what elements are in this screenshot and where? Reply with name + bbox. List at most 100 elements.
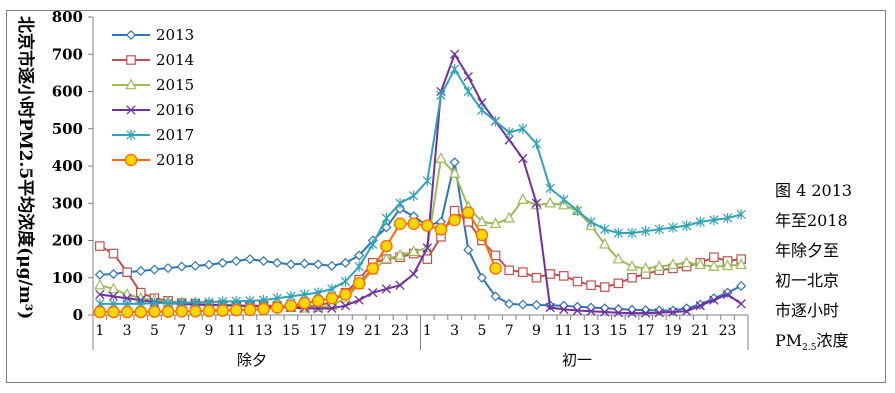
point-2017 [722,212,733,224]
x-tick-label: 1 [423,323,432,339]
point-2013 [149,264,160,275]
point-2013 [463,244,474,255]
x-tick-label: 5 [477,323,486,339]
x-tick-label: 17 [309,323,327,339]
point-2016 [586,306,596,316]
point-2013 [190,260,201,271]
point-2014 [122,267,132,277]
figure-caption: 图 4 2013 年至2018 年除夕至 初一北京 市逐小时 PM2.5浓度 [775,181,852,353]
point-2015 [94,278,106,290]
caption-line-4: 初一北京 [775,271,839,290]
point-2014 [572,276,583,287]
point-2015 [489,217,502,229]
point-2016 [340,301,351,311]
point-2013 [231,255,242,267]
point-2016 [572,305,583,316]
point-2013 [476,272,487,283]
series-2018 [93,206,502,319]
point-2013 [449,157,460,168]
point-2017 [709,214,719,226]
point-2015 [599,237,611,249]
x-tick-label: 21 [691,323,709,339]
point-2018 [448,213,461,227]
point-2016 [422,243,432,253]
point-2013 [108,268,119,280]
point-2017 [736,209,746,220]
point-2015 [680,256,693,268]
caption-pm: PM [775,331,802,350]
point-2018 [489,262,502,275]
point-2013 [94,269,105,280]
point-2014 [545,269,555,279]
point-2017 [368,239,378,250]
legend-label: 2018 [156,151,194,169]
point-2017 [409,190,419,201]
x-tick-label: 3 [450,323,459,339]
y-tick-label: 700 [52,45,83,63]
caption-line-5: 市逐小时 [775,301,839,320]
legend-marker [125,29,137,41]
legend-marker [126,129,136,141]
legend-item-2013: 2013 [112,26,194,44]
series-2013 [94,157,747,316]
point-2017 [463,86,473,97]
point-2017 [395,198,405,209]
y-tick-label: 600 [52,83,83,101]
figure-border [6,10,886,383]
legend-item-2015: 2015 [112,76,194,94]
legend-item-2016: 2016 [112,101,194,119]
point-2014 [599,282,610,292]
legend-item-2014: 2014 [112,51,194,69]
x-tick-label: 23 [719,323,737,339]
point-2018 [257,302,270,316]
point-2018 [284,299,298,312]
legend-marker [126,105,136,115]
x-tick-label: 17 [637,323,655,339]
point-2016 [504,135,514,145]
point-2017 [613,227,623,239]
x-tick-label: 1 [95,323,104,339]
point-2017 [600,224,610,235]
point-2014 [627,272,637,283]
point-2013 [736,280,747,291]
point-2015 [476,215,488,227]
point-2016 [695,301,705,311]
point-2018 [407,217,420,230]
y-tick-label: 200 [52,232,83,250]
point-2014 [449,205,460,216]
point-2013 [667,305,678,316]
point-2014 [422,254,433,264]
legend-marker [124,153,138,167]
x-tick-label: 23 [391,323,409,339]
point-2014 [558,271,569,281]
point-2016 [518,153,528,164]
point-2018 [270,301,284,314]
point-2015 [708,260,720,271]
x-tick-label: 7 [177,323,186,339]
legend-marker [126,55,136,65]
point-2018 [175,305,188,318]
x-tick-label: 19 [337,323,355,339]
legend: 2013 2014 2015 2016 2017 2018 [112,26,194,169]
point-2013 [163,263,174,274]
point-2015 [735,258,747,270]
point-2013 [504,298,515,309]
point-2018 [148,305,161,318]
point-2015 [517,193,529,204]
point-2016 [668,307,678,317]
point-2018 [93,305,107,319]
point-2018 [243,303,257,317]
series-2014 [95,205,746,312]
group-labels: 除夕 初一 [237,351,592,369]
caption-line-1: 图 4 2013 [775,181,852,200]
point-2018 [421,219,434,232]
point-2015 [721,259,734,271]
x-tick-label: 21 [364,323,382,339]
point-2013 [313,259,324,270]
point-2017 [559,194,569,205]
caption-line-6: PM2.5浓度 [775,331,849,353]
caption-concentration: 浓度 [816,331,848,350]
point-2016 [395,280,405,290]
point-2013 [381,222,392,233]
